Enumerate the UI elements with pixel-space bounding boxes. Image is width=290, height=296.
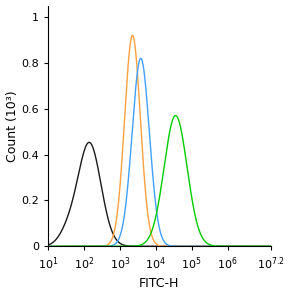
X-axis label: FITC-H: FITC-H	[139, 277, 180, 290]
Y-axis label: Count (10³): Count (10³)	[6, 90, 19, 162]
